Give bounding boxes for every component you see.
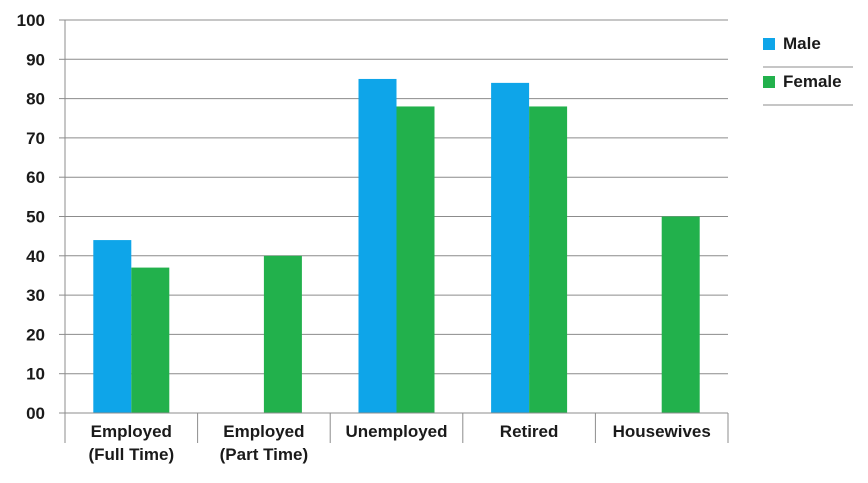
y-tick-label: 60	[26, 168, 45, 187]
y-tick-label: 20	[26, 325, 45, 344]
y-tick-label: 50	[26, 208, 45, 227]
y-tick-label: 90	[26, 50, 45, 69]
bar-female	[661, 216, 700, 413]
legend-swatch-female	[763, 76, 775, 88]
bars	[93, 78, 700, 414]
bar-female	[396, 106, 435, 414]
x-category-label: Employed (Part Time)	[220, 422, 309, 464]
legend-label-female: Female	[783, 72, 842, 91]
x-category-label: Employed (Full Time)	[88, 422, 174, 464]
x-category-label: Retired	[500, 422, 559, 441]
x-axis-category-labels: Employed (Full Time) Employed (Part Time) Un…	[88, 422, 710, 464]
legend-swatch-male	[763, 38, 775, 50]
bar-female	[131, 267, 170, 413]
x-category-label: Unemployed	[345, 422, 447, 441]
bar-male	[491, 82, 530, 413]
y-tick-label: 70	[26, 129, 45, 148]
y-tick-label: 100	[17, 11, 45, 30]
y-tick-label: 40	[26, 247, 45, 266]
bar-male	[93, 240, 132, 413]
y-tick-label: 30	[26, 286, 45, 305]
axes	[59, 19, 729, 443]
legend-label-male: Male	[783, 34, 821, 53]
y-axis-tick-labels: 00 10 20 30 40 50 60 70 80 90 100	[17, 11, 45, 423]
y-tick-label: 00	[26, 404, 45, 423]
bar-female	[529, 106, 568, 414]
y-tick-label: 80	[26, 90, 45, 109]
legend: Male Female	[763, 34, 853, 106]
bar-female	[263, 255, 302, 413]
bar-male	[358, 78, 397, 413]
y-tick-label: 10	[26, 365, 45, 384]
x-category-label: Housewives	[613, 422, 711, 441]
